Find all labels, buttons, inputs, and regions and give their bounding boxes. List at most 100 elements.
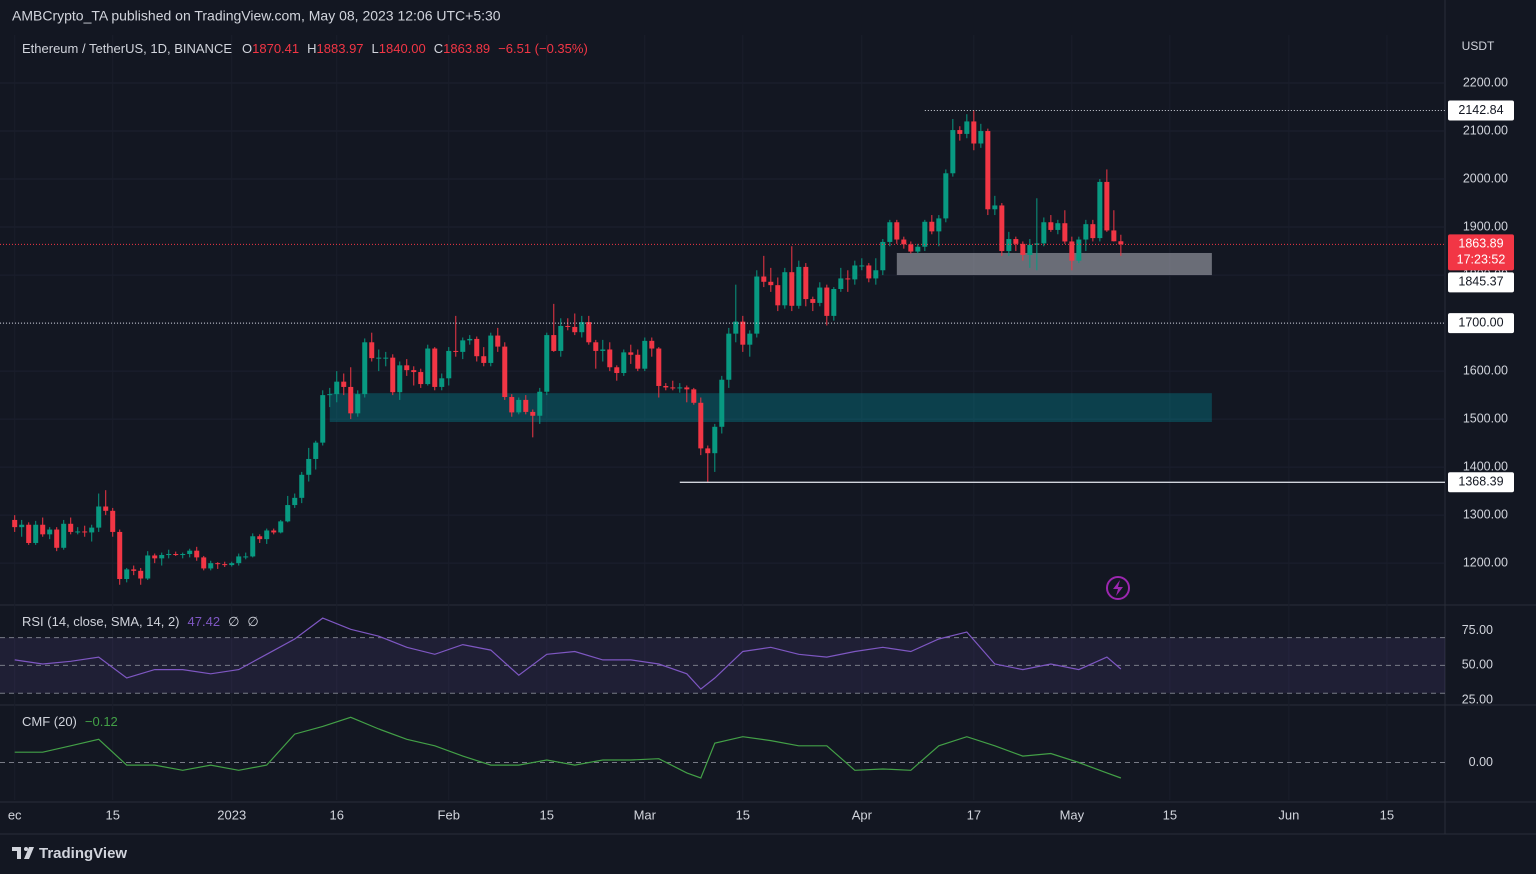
candle-body bbox=[957, 130, 963, 134]
candle-body bbox=[887, 222, 893, 242]
candle-body bbox=[1104, 181, 1110, 231]
indicator-legend: RSI (14, close, SMA, 14, 2) 47.42 ∅ ∅ bbox=[22, 614, 259, 629]
candle-body bbox=[1111, 230, 1117, 242]
legend-ohlc-label: C bbox=[434, 41, 443, 56]
candle-body bbox=[488, 335, 494, 363]
candle-body bbox=[453, 350, 459, 352]
candle-body bbox=[474, 338, 480, 357]
flash-icon-ring[interactable] bbox=[1106, 576, 1130, 600]
logo-mark bbox=[12, 847, 34, 859]
candle-body bbox=[138, 570, 144, 579]
flash-icon-bolt[interactable] bbox=[1113, 580, 1123, 596]
candle-body bbox=[803, 266, 809, 300]
candle-body bbox=[1041, 222, 1047, 244]
candle-body bbox=[166, 554, 172, 556]
candle-body bbox=[985, 131, 991, 210]
candle-body bbox=[530, 411, 536, 416]
candle-body bbox=[418, 372, 424, 385]
legend-change: −6.51 (−0.35%) bbox=[498, 41, 588, 56]
candle-body bbox=[285, 505, 291, 522]
candle-body bbox=[831, 288, 837, 316]
candle-body bbox=[691, 389, 697, 403]
candle-body bbox=[411, 370, 417, 373]
candle-body bbox=[544, 335, 550, 392]
x-tick-label: 15 bbox=[105, 807, 119, 822]
candle-body bbox=[754, 276, 760, 334]
indicator-value: 47.42 bbox=[188, 614, 221, 629]
candle-body bbox=[782, 272, 788, 306]
candle-body bbox=[670, 387, 676, 389]
candle-body bbox=[348, 386, 354, 414]
footer-brand: TradingView bbox=[39, 845, 127, 862]
candle-body bbox=[999, 205, 1005, 252]
x-tick-label: Apr bbox=[852, 807, 873, 822]
flash-icon[interactable] bbox=[1106, 576, 1130, 600]
candle-body bbox=[586, 322, 592, 343]
candle-body bbox=[852, 265, 858, 280]
candle-body bbox=[1034, 243, 1040, 245]
candle-body bbox=[341, 381, 347, 387]
indicator-line bbox=[14, 617, 1122, 690]
candle-body bbox=[649, 340, 655, 349]
candle-body bbox=[173, 554, 179, 556]
indicator-legend: CMF (20) −0.12 bbox=[22, 714, 118, 729]
candle-body bbox=[1062, 223, 1068, 242]
candle-body bbox=[1027, 244, 1033, 255]
candle-body bbox=[1020, 243, 1026, 255]
legend-ohlc-label: O bbox=[242, 41, 252, 56]
legend-ohlc-value: 1870.41 bbox=[252, 41, 299, 56]
candle-body bbox=[628, 352, 634, 355]
candle-body bbox=[740, 321, 746, 345]
x-tick-label: 15 bbox=[736, 807, 750, 822]
candle-body bbox=[54, 529, 60, 548]
candle-body bbox=[117, 531, 123, 579]
candle-body bbox=[313, 442, 319, 459]
y-tick-label: 1500.00 bbox=[1463, 411, 1508, 425]
candle-body bbox=[222, 564, 228, 566]
candle-body bbox=[950, 130, 956, 174]
candle-body bbox=[110, 510, 116, 532]
candle-body bbox=[432, 348, 438, 387]
candle-body bbox=[292, 497, 298, 506]
y-tick-label: 1600.00 bbox=[1463, 363, 1508, 377]
candle-body bbox=[551, 335, 557, 351]
candle-body bbox=[159, 554, 165, 559]
indicator-extra: ∅ bbox=[228, 614, 239, 629]
candle-body bbox=[607, 349, 613, 368]
candle-body bbox=[264, 530, 270, 540]
y-tick-label: 1900.00 bbox=[1463, 219, 1508, 233]
candle-body bbox=[747, 333, 753, 345]
candle-body bbox=[89, 527, 95, 533]
candle-body bbox=[201, 557, 207, 569]
candle-body bbox=[593, 342, 599, 351]
y-tick-label: 50.00 bbox=[1462, 658, 1493, 672]
candle-body bbox=[131, 569, 137, 571]
legend-ohlc-label: H bbox=[307, 41, 316, 56]
candle-body bbox=[733, 321, 739, 334]
y-tick-label: 25.00 bbox=[1462, 693, 1493, 707]
candle-body bbox=[362, 342, 368, 395]
y-tick-label: 1400.00 bbox=[1463, 459, 1508, 473]
x-tick-label: Jun bbox=[1278, 807, 1299, 822]
legend-ohlc-label: L bbox=[372, 41, 379, 56]
candle-body bbox=[327, 394, 333, 396]
unit-label: USDT bbox=[1462, 39, 1495, 53]
candle-body bbox=[271, 530, 277, 533]
x-tick-label: ec bbox=[8, 807, 22, 822]
candle-body bbox=[495, 335, 501, 347]
y-tick-label: 2100.00 bbox=[1463, 123, 1508, 137]
candle-body bbox=[355, 394, 361, 414]
candle-body bbox=[523, 399, 529, 412]
candle-body bbox=[481, 356, 487, 363]
candle-body bbox=[901, 239, 907, 245]
candle-body bbox=[726, 333, 732, 380]
candle-body bbox=[68, 523, 74, 532]
candle-body bbox=[152, 555, 158, 559]
candle-body bbox=[1097, 181, 1103, 239]
candle-body bbox=[775, 285, 781, 306]
candle-body bbox=[299, 474, 305, 498]
x-tick-label: 2023 bbox=[217, 807, 246, 822]
candle-body bbox=[215, 563, 221, 565]
